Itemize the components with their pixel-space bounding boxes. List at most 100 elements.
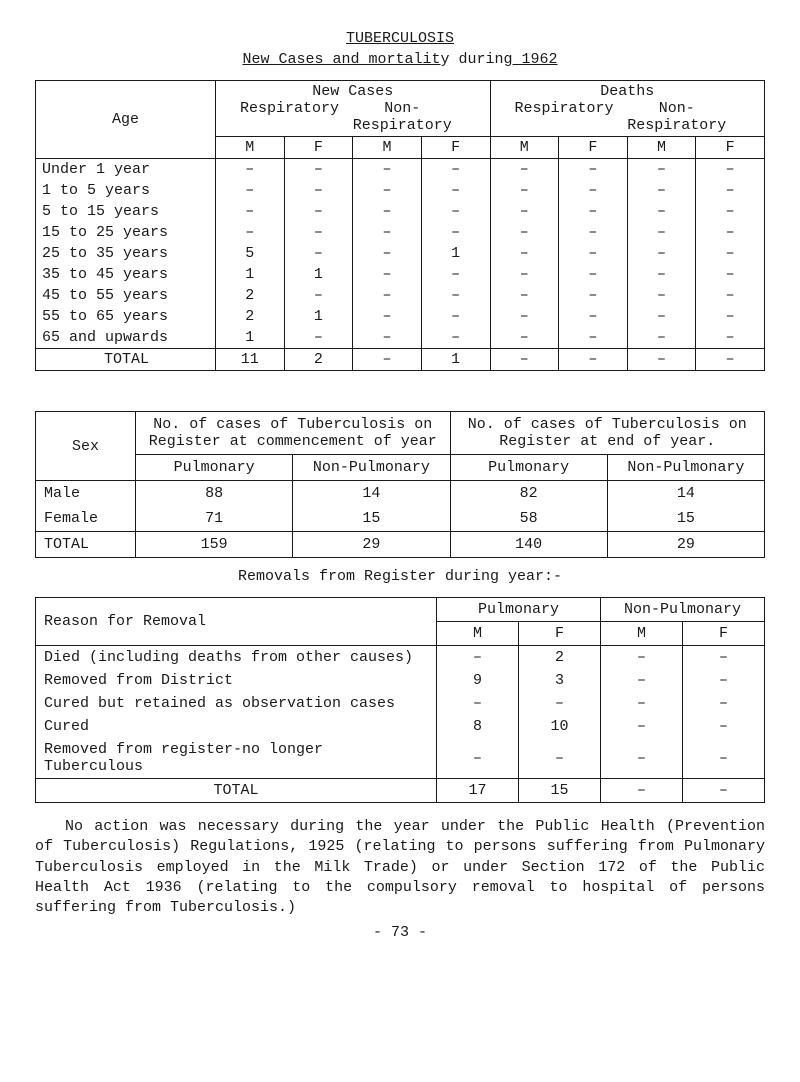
table-cases-deaths: Age New Cases RespiratoryNon-Respiratory… [35, 80, 765, 371]
table-cell: – [559, 222, 628, 243]
table-cell: – [490, 327, 559, 349]
age-row-label: 55 to 65 years [36, 306, 216, 327]
reason-row-label: Cured [36, 715, 437, 738]
table-cell: – [216, 222, 285, 243]
table-cell: 2 [518, 646, 600, 670]
table-cell: – [696, 222, 765, 243]
table-cell: – [421, 222, 490, 243]
table-cell: – [696, 264, 765, 285]
table-cell: – [696, 243, 765, 264]
col-pulmonary: Pulmonary [436, 598, 600, 622]
table-cell: 8 [436, 715, 518, 738]
table-cell: 15 [607, 506, 764, 532]
table-cell: – [421, 327, 490, 349]
table-cell: – [627, 201, 696, 222]
table-cell: – [284, 222, 353, 243]
table-cell: – [559, 201, 628, 222]
table-cell: – [353, 243, 422, 264]
reason-row-label: Removed from register-no longer Tubercul… [36, 738, 437, 779]
table-cell: 71 [136, 506, 293, 532]
table-cell: – [490, 201, 559, 222]
reason-row-label: Cured but retained as observation cases [36, 692, 437, 715]
table-cell: – [353, 327, 422, 349]
table-cell: – [353, 264, 422, 285]
table-cell: 1 [284, 264, 353, 285]
table-cell: – [490, 180, 559, 201]
reason-row-label: Died (including deaths from other causes… [36, 646, 437, 670]
table-cell: – [682, 646, 764, 670]
doc-title: TUBERCULOSIS [35, 30, 765, 47]
age-row-label: 1 to 5 years [36, 180, 216, 201]
table-cell: – [436, 738, 518, 779]
table-cell: – [627, 159, 696, 181]
age-row-label: 25 to 35 years [36, 243, 216, 264]
table-cell: 3 [518, 669, 600, 692]
body-paragraph: No action was necessary during the year … [35, 817, 765, 918]
table-cell: – [682, 669, 764, 692]
table-cell: – [696, 285, 765, 306]
col-nonpulmonary: Non-Pulmonary [600, 598, 764, 622]
table-cell: – [627, 264, 696, 285]
table-cell: – [490, 159, 559, 181]
table-cell: – [518, 692, 600, 715]
table-cell: – [627, 180, 696, 201]
col-age: Age [36, 81, 216, 159]
table-register: Sex No. of cases of Tuberculosis on Regi… [35, 411, 765, 558]
sex-row-label: Male [36, 481, 136, 507]
col-reason: Reason for Removal [36, 598, 437, 646]
table-cell: 88 [136, 481, 293, 507]
col-deaths: Deaths RespiratoryNon-Respiratory [490, 81, 765, 137]
table-cell: 14 [607, 481, 764, 507]
table-cell: – [627, 327, 696, 349]
table-cell: – [600, 646, 682, 670]
table-cell: – [436, 646, 518, 670]
table-cell: – [421, 264, 490, 285]
table-cell: – [518, 738, 600, 779]
table-cell: – [284, 159, 353, 181]
table-cell: – [421, 201, 490, 222]
reason-row-label: Removed from District [36, 669, 437, 692]
table-cell: – [284, 243, 353, 264]
col-newcases: New Cases RespiratoryNon-Respiratory [216, 81, 491, 137]
col-sex: Sex [36, 412, 136, 481]
doc-subtitle: New Cases and mortality during 1962 [35, 51, 765, 68]
table-cell: – [284, 327, 353, 349]
age-row-label: 45 to 55 years [36, 285, 216, 306]
table-cell: – [559, 285, 628, 306]
table-cell: – [696, 201, 765, 222]
table-removals: Reason for Removal Pulmonary Non-Pulmona… [35, 597, 765, 803]
table-cell: – [600, 738, 682, 779]
table-cell: – [490, 222, 559, 243]
table-cell: – [627, 285, 696, 306]
table-cell: – [559, 243, 628, 264]
table-cell: – [353, 306, 422, 327]
table-cell: – [353, 159, 422, 181]
table-cell: – [421, 285, 490, 306]
table-cell: – [696, 306, 765, 327]
table-cell: 14 [293, 481, 450, 507]
table-cell: 1 [216, 264, 285, 285]
table-cell: – [627, 222, 696, 243]
table-cell: 2 [216, 285, 285, 306]
table-cell: – [353, 180, 422, 201]
table-cell: – [353, 201, 422, 222]
table-cell: 2 [216, 306, 285, 327]
table-cell: – [284, 180, 353, 201]
table-cell: – [490, 264, 559, 285]
table-cell: – [216, 180, 285, 201]
table-cell: – [627, 243, 696, 264]
table-cell: – [600, 692, 682, 715]
table-cell: – [353, 222, 422, 243]
col-start: No. of cases of Tuberculosis on Register… [136, 412, 451, 455]
table-cell: – [696, 327, 765, 349]
table-cell: – [559, 180, 628, 201]
table-cell: 1 [284, 306, 353, 327]
table-cell: – [216, 159, 285, 181]
table-cell: 1 [421, 243, 490, 264]
table-cell: – [490, 285, 559, 306]
table-cell: – [600, 715, 682, 738]
table-cell: – [284, 285, 353, 306]
sex-row-label: Female [36, 506, 136, 532]
table-cell: 5 [216, 243, 285, 264]
table-cell: – [436, 692, 518, 715]
